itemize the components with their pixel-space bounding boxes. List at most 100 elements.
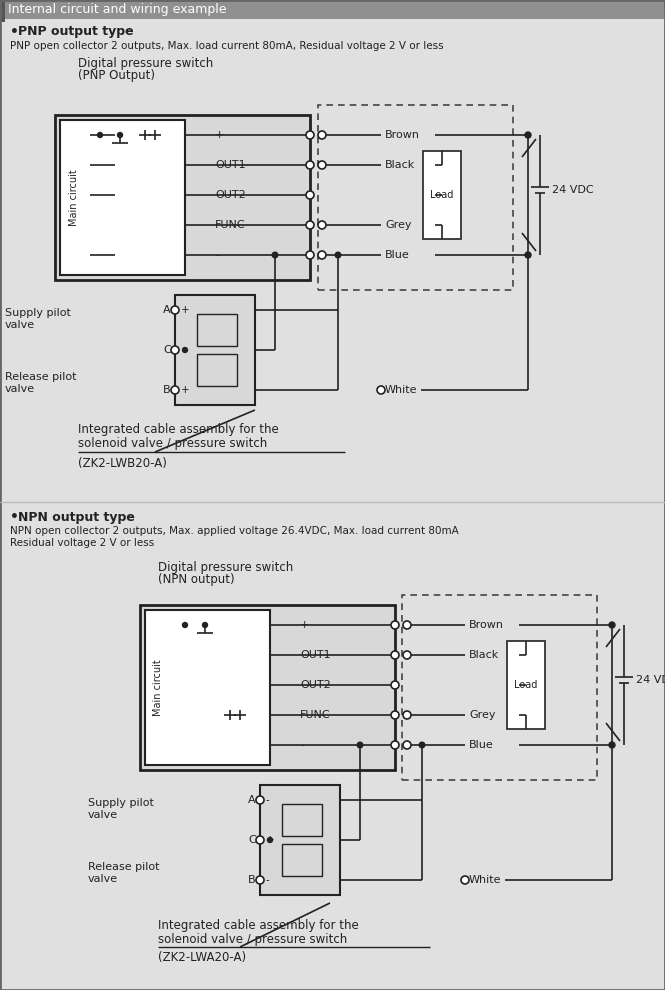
- Text: Brown: Brown: [385, 130, 420, 140]
- Text: A: A: [248, 795, 255, 805]
- Bar: [145, 610, 270, 765]
- Circle shape: [98, 133, 102, 138]
- Circle shape: [391, 711, 399, 719]
- Text: +: +: [266, 835, 275, 845]
- Circle shape: [391, 741, 399, 749]
- Text: Internal circuit and wiring example: Internal circuit and wiring example: [8, 4, 227, 17]
- Text: PNP output type: PNP output type: [18, 26, 134, 39]
- Text: valve: valve: [5, 384, 35, 394]
- Text: Residual voltage 2 V or less: Residual voltage 2 V or less: [10, 538, 154, 548]
- Circle shape: [171, 346, 179, 354]
- Circle shape: [256, 836, 264, 844]
- Bar: [0, 0, 5, 22]
- Text: Main circuit: Main circuit: [69, 169, 79, 227]
- Bar: [140, 605, 395, 770]
- Circle shape: [318, 251, 326, 259]
- Text: (ZK2-LWA20-A): (ZK2-LWA20-A): [158, 950, 246, 963]
- Circle shape: [609, 742, 615, 748]
- Circle shape: [403, 621, 411, 629]
- Circle shape: [256, 796, 264, 804]
- Text: Blue: Blue: [469, 740, 493, 750]
- Text: (PNP Output): (PNP Output): [78, 69, 155, 82]
- Text: Integrated cable assembly for the: Integrated cable assembly for the: [78, 424, 279, 437]
- Circle shape: [171, 386, 179, 394]
- Text: C: C: [163, 345, 171, 355]
- Bar: [197, 314, 237, 346]
- Text: valve: valve: [5, 320, 35, 330]
- Bar: [423, 151, 461, 239]
- Circle shape: [256, 876, 264, 884]
- Bar: [197, 354, 237, 386]
- Circle shape: [171, 306, 179, 314]
- Bar: [260, 785, 340, 895]
- Text: solenoid valve / pressure switch: solenoid valve / pressure switch: [158, 933, 347, 945]
- Text: White: White: [385, 385, 418, 395]
- Text: -: -: [181, 345, 185, 355]
- Text: Grey: Grey: [469, 710, 495, 720]
- Text: -: -: [300, 740, 304, 750]
- Text: OUT1: OUT1: [300, 650, 331, 660]
- Circle shape: [403, 711, 411, 719]
- Circle shape: [525, 252, 531, 258]
- Circle shape: [525, 132, 531, 138]
- Circle shape: [318, 161, 326, 169]
- Text: Main circuit: Main circuit: [153, 659, 163, 717]
- Circle shape: [306, 131, 314, 139]
- Text: White: White: [469, 875, 501, 885]
- Circle shape: [391, 651, 399, 659]
- Circle shape: [377, 386, 385, 394]
- Text: PNP open collector 2 outputs, Max. load current 80mA, Residual voltage 2 V or le: PNP open collector 2 outputs, Max. load …: [10, 41, 444, 51]
- Text: valve: valve: [88, 874, 118, 884]
- Circle shape: [306, 221, 314, 229]
- Circle shape: [609, 622, 615, 628]
- Circle shape: [403, 741, 411, 749]
- Text: +: +: [181, 385, 190, 395]
- Bar: [282, 844, 322, 876]
- Text: +: +: [181, 305, 190, 315]
- Text: +: +: [215, 130, 224, 140]
- Text: Load: Load: [430, 190, 454, 200]
- Text: -: -: [266, 875, 270, 885]
- Text: B: B: [248, 875, 255, 885]
- Circle shape: [419, 742, 425, 747]
- Text: Blue: Blue: [385, 250, 410, 260]
- Text: (ZK2-LWB20-A): (ZK2-LWB20-A): [78, 456, 167, 469]
- Text: (NPN output): (NPN output): [158, 573, 235, 586]
- Text: A: A: [163, 305, 171, 315]
- Text: 24 VDC: 24 VDC: [552, 185, 594, 195]
- Circle shape: [267, 838, 273, 842]
- Text: -: -: [215, 250, 219, 260]
- Text: +: +: [300, 620, 309, 630]
- Circle shape: [203, 623, 207, 628]
- Text: Brown: Brown: [469, 620, 504, 630]
- Bar: [175, 295, 255, 405]
- Circle shape: [306, 191, 314, 199]
- Text: Supply pilot: Supply pilot: [88, 798, 154, 808]
- Text: FUNC: FUNC: [300, 710, 331, 720]
- Text: OUT2: OUT2: [300, 680, 331, 690]
- Circle shape: [306, 251, 314, 259]
- Bar: [282, 804, 322, 836]
- Text: Supply pilot: Supply pilot: [5, 308, 71, 318]
- Text: valve: valve: [88, 810, 118, 820]
- Text: •: •: [10, 25, 19, 39]
- Text: Release pilot: Release pilot: [5, 372, 76, 382]
- Text: Release pilot: Release pilot: [88, 862, 160, 872]
- Bar: [0, 0, 665, 19]
- Circle shape: [335, 252, 340, 257]
- Circle shape: [306, 161, 314, 169]
- Circle shape: [391, 621, 399, 629]
- Text: B: B: [163, 385, 171, 395]
- Circle shape: [357, 742, 363, 747]
- Text: Grey: Grey: [385, 220, 412, 230]
- Text: Black: Black: [385, 160, 415, 170]
- Text: OUT2: OUT2: [215, 190, 246, 200]
- Text: 24 VDC: 24 VDC: [636, 675, 665, 685]
- Bar: [60, 120, 185, 275]
- Text: C: C: [248, 835, 256, 845]
- Text: NPN open collector 2 outputs, Max. applied voltage 26.4VDC, Max. load current 80: NPN open collector 2 outputs, Max. appli…: [10, 526, 459, 536]
- Circle shape: [118, 133, 122, 138]
- Text: Digital pressure switch: Digital pressure switch: [158, 560, 293, 573]
- Text: Black: Black: [469, 650, 499, 660]
- Bar: [507, 641, 545, 729]
